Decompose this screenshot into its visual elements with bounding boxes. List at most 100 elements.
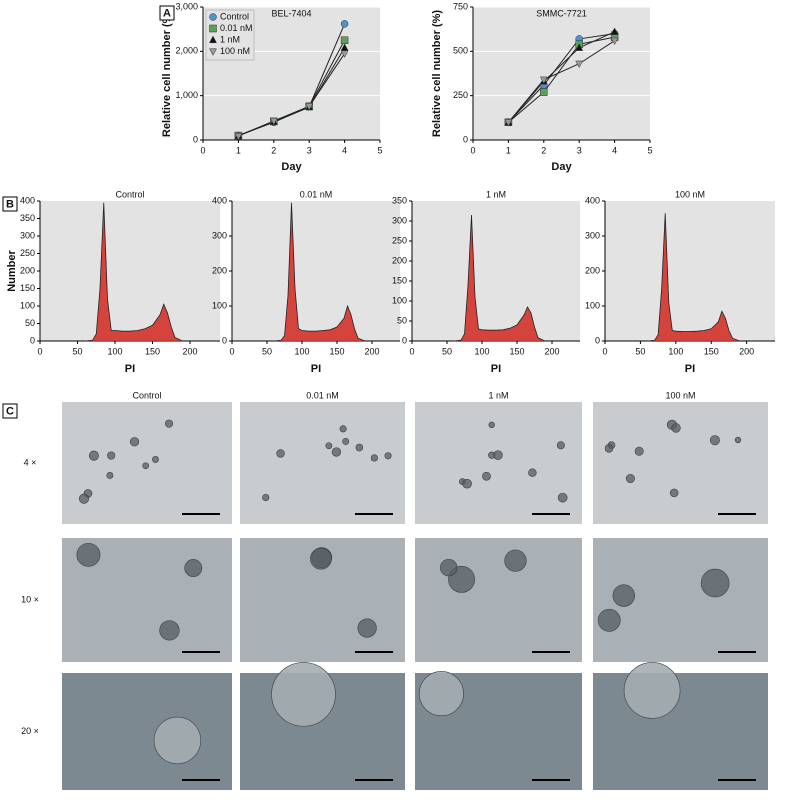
colony bbox=[129, 437, 140, 447]
y-tick-label: 250 bbox=[20, 248, 35, 258]
legend-marker bbox=[209, 35, 217, 44]
point bbox=[269, 117, 278, 126]
histogram-line bbox=[273, 202, 366, 342]
colony bbox=[342, 437, 350, 445]
y-tick-label: 150 bbox=[20, 283, 35, 293]
y-tick-label: 400 bbox=[585, 195, 600, 205]
y-tick-label: 300 bbox=[392, 215, 407, 225]
y-tick-label: 200 bbox=[212, 265, 227, 275]
colony bbox=[488, 451, 496, 459]
colony bbox=[528, 468, 537, 477]
legend-label: 1 nM bbox=[220, 34, 240, 44]
x-axis-label: Day bbox=[551, 161, 572, 173]
x-tick-label: 50 bbox=[72, 346, 82, 356]
series-line bbox=[238, 53, 346, 137]
y-tick-label: 0 bbox=[30, 335, 35, 345]
legend-marker bbox=[209, 48, 217, 56]
histogram-fill bbox=[647, 213, 740, 341]
panel-label: A bbox=[163, 7, 171, 19]
colony bbox=[78, 493, 90, 504]
colony bbox=[671, 423, 681, 433]
x-tick-label: 5 bbox=[377, 145, 382, 155]
point bbox=[340, 36, 349, 44]
x-tick-label: 4 bbox=[612, 145, 617, 155]
colony bbox=[142, 462, 149, 470]
y-tick-label: 200 bbox=[392, 255, 407, 265]
colony bbox=[357, 618, 377, 638]
y-tick-label: 250 bbox=[392, 235, 407, 245]
row-label: 20 × bbox=[21, 726, 39, 736]
chart-title: 100 nM bbox=[675, 189, 705, 199]
y-tick-label: 250 bbox=[453, 90, 468, 100]
colony bbox=[262, 494, 270, 502]
colony bbox=[482, 471, 491, 481]
histogram-fill bbox=[454, 215, 545, 341]
colony bbox=[370, 454, 378, 462]
y-tick-label: 300 bbox=[585, 230, 600, 240]
y-tick-label: 3,000 bbox=[175, 1, 198, 11]
x-tick-label: 200 bbox=[544, 346, 559, 356]
x-tick-label: 50 bbox=[262, 346, 272, 356]
panel-label-box bbox=[2, 196, 18, 212]
y-axis-label: Number bbox=[6, 250, 18, 292]
x-tick-label: 0 bbox=[409, 346, 414, 356]
x-axis-label: PI bbox=[685, 363, 695, 375]
y-tick-label: 0 bbox=[402, 335, 407, 345]
y-tick-label: 2,000 bbox=[175, 46, 198, 56]
colony bbox=[339, 425, 347, 433]
legend-marker bbox=[209, 24, 217, 33]
panel-label-box bbox=[2, 403, 18, 419]
x-tick-label: 0 bbox=[229, 346, 234, 356]
colony bbox=[310, 547, 332, 570]
colony bbox=[623, 662, 681, 719]
colony bbox=[669, 488, 679, 498]
point bbox=[610, 27, 619, 35]
legend-label: 100 nM bbox=[220, 46, 250, 56]
colony bbox=[597, 608, 621, 632]
y-tick-label: 200 bbox=[585, 265, 600, 275]
histogram-line bbox=[453, 214, 546, 342]
column-label: 0.01 nM bbox=[306, 390, 339, 400]
chart-title: Control bbox=[115, 189, 144, 199]
point bbox=[540, 88, 548, 96]
chart-title: 0.01 nM bbox=[300, 189, 333, 199]
y-tick-label: 0 bbox=[193, 134, 198, 144]
x-tick-label: 100 bbox=[294, 346, 309, 356]
chart-title: SMMC-7721 bbox=[536, 8, 587, 18]
histogram-line bbox=[84, 202, 183, 342]
y-tick-label: 100 bbox=[392, 295, 407, 305]
colony bbox=[271, 662, 336, 727]
colony bbox=[276, 449, 285, 458]
colony bbox=[604, 444, 614, 453]
series-line bbox=[508, 31, 615, 123]
point bbox=[610, 37, 619, 46]
y-tick-label: 400 bbox=[212, 195, 227, 205]
x-tick-label: 1 bbox=[236, 145, 241, 155]
y-tick-label: 100 bbox=[585, 300, 600, 310]
colony bbox=[164, 419, 174, 428]
colony bbox=[557, 492, 568, 503]
legend-marker bbox=[209, 13, 217, 21]
y-tick-label: 500 bbox=[453, 46, 468, 56]
colony bbox=[734, 436, 742, 444]
micrograph bbox=[62, 673, 232, 790]
micrograph bbox=[593, 402, 768, 524]
micrograph bbox=[593, 673, 768, 790]
x-tick-label: 50 bbox=[635, 346, 645, 356]
point bbox=[340, 20, 349, 28]
x-tick-label: 150 bbox=[145, 346, 160, 356]
colony bbox=[184, 559, 203, 577]
x-tick-label: 0 bbox=[200, 145, 205, 155]
point bbox=[539, 76, 548, 85]
micrograph bbox=[415, 402, 582, 524]
series-line bbox=[508, 33, 615, 123]
panel-label: B bbox=[6, 198, 14, 210]
colony bbox=[709, 435, 720, 446]
legend-label: Control bbox=[220, 11, 249, 21]
plot-background bbox=[40, 201, 220, 341]
x-tick-label: 200 bbox=[364, 346, 379, 356]
colony bbox=[440, 558, 458, 577]
point bbox=[340, 50, 349, 58]
colony bbox=[625, 474, 635, 484]
point bbox=[575, 60, 584, 69]
